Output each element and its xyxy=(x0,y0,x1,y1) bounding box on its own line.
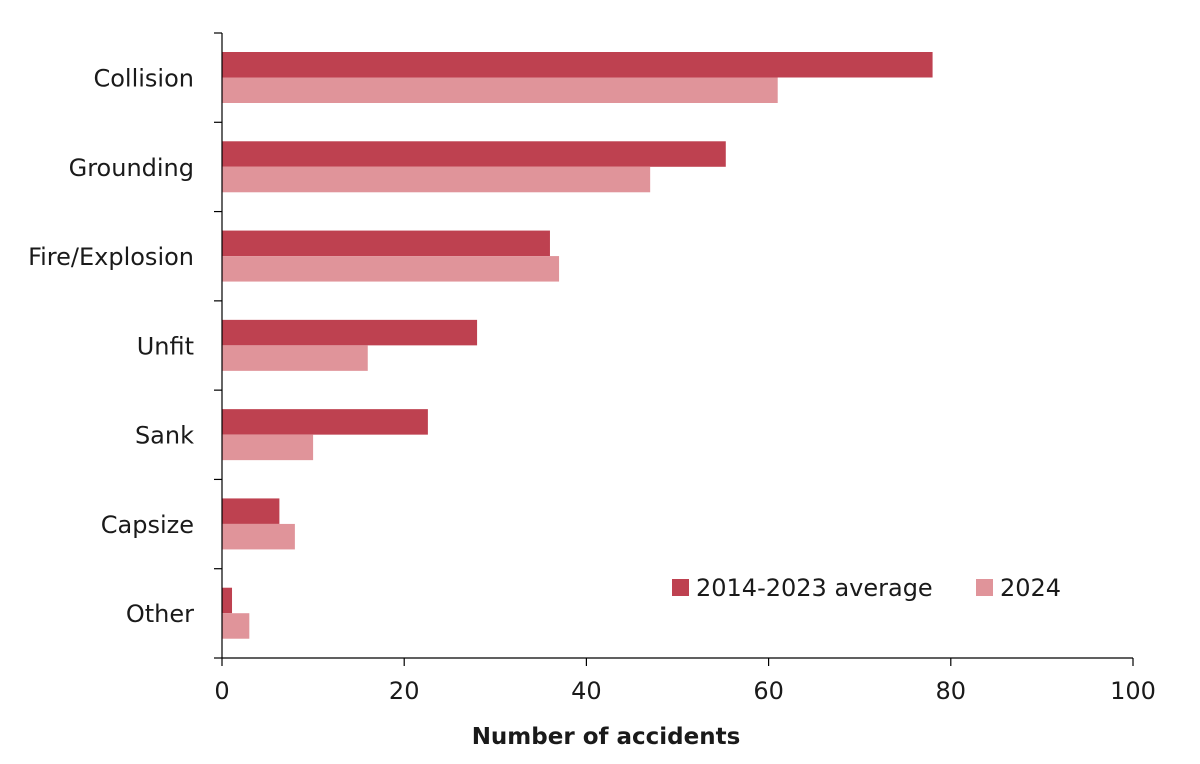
x-tick-label: 60 xyxy=(753,677,784,705)
x-axis-title: Number of accidents xyxy=(472,724,741,750)
category-label: Other xyxy=(126,600,194,628)
bar-fire-explosion-series-1 xyxy=(222,230,550,257)
category-labels: Collision Grounding Fire/Explosion Unfit San… xyxy=(28,65,194,629)
legend-swatch-series-2 xyxy=(976,579,993,596)
legend-label-series-1: 2014-2023 average xyxy=(696,574,933,602)
x-tick-label: 100 xyxy=(1110,677,1156,705)
bar-unfit-series-2 xyxy=(222,345,368,371)
category-label: Unfit xyxy=(137,332,194,360)
legend-label-series-2: 2024 xyxy=(1000,574,1061,602)
bar-grounding-series-2 xyxy=(222,166,651,193)
bar-grounding-series-1 xyxy=(222,141,726,167)
category-label: Sank xyxy=(135,422,194,450)
x-tick-labels: 0 20 40 60 80 100 xyxy=(214,677,1156,705)
bar-capsize-series-1 xyxy=(222,498,280,524)
bar-capsize-series-2 xyxy=(222,523,295,550)
bars-group xyxy=(222,52,933,639)
bar-other-series-1 xyxy=(222,587,233,614)
bar-sank-series-1 xyxy=(222,409,428,435)
category-label: Capsize xyxy=(101,511,194,539)
x-tick-label: 80 xyxy=(936,677,967,705)
category-label: Grounding xyxy=(69,154,194,182)
bar-collision-series-2 xyxy=(222,77,778,103)
category-label: Fire/Explosion xyxy=(28,243,194,271)
legend-swatch-series-1 xyxy=(672,579,689,596)
x-tick-label: 40 xyxy=(571,677,602,705)
bar-other-series-2 xyxy=(222,613,250,639)
x-tick-label: 0 xyxy=(214,677,229,705)
bar-sank-series-2 xyxy=(222,434,314,461)
bar-unfit-series-1 xyxy=(222,319,478,346)
legend: 2014-2023 average 2024 xyxy=(672,574,1061,602)
bar-collision-series-1 xyxy=(222,52,933,78)
bar-fire-explosion-series-2 xyxy=(222,256,560,282)
category-label: Collision xyxy=(93,65,194,93)
axes-group xyxy=(214,32,1134,666)
x-tick-label: 20 xyxy=(389,677,420,705)
